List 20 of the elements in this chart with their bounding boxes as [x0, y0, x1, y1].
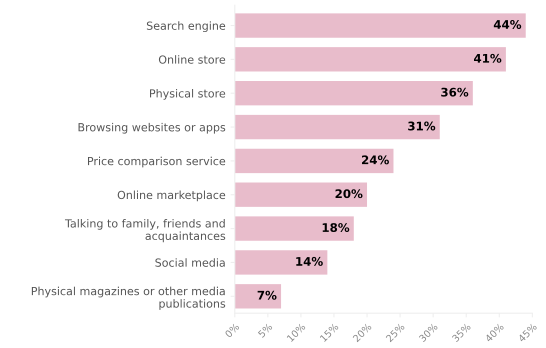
- y-tick-label: Price comparison service: [88, 156, 226, 168]
- data-label: 18%: [322, 223, 350, 232]
- y-tick-label: Social media: [155, 258, 225, 267]
- data-label: 14%: [296, 256, 323, 266]
- data-label: 24%: [362, 155, 389, 164]
- y-tick-label: Physical store: [150, 88, 226, 100]
- y-tick-label: Browsing websites or apps: [78, 122, 226, 134]
- y-tick-label: Physical magazines or other media publications: [32, 286, 226, 310]
- data-label: 36%: [441, 88, 468, 97]
- data-label: 20%: [336, 189, 362, 198]
- data-label: 44%: [494, 20, 522, 29]
- x-tick-label: 0%: [224, 322, 240, 338]
- y-tick-label: Talking to family, friends and acquaintances: [64, 218, 226, 242]
- y-tick-label: Online store: [158, 55, 226, 64]
- y-tick-label: Online marketplace: [118, 190, 226, 202]
- data-label: 7%: [258, 290, 277, 300]
- y-tick-label: Search engine: [146, 21, 226, 32]
- x-tick-label: 5%: [258, 322, 273, 338]
- data-label: 31%: [408, 122, 436, 130]
- data-label: 41%: [474, 54, 502, 63]
